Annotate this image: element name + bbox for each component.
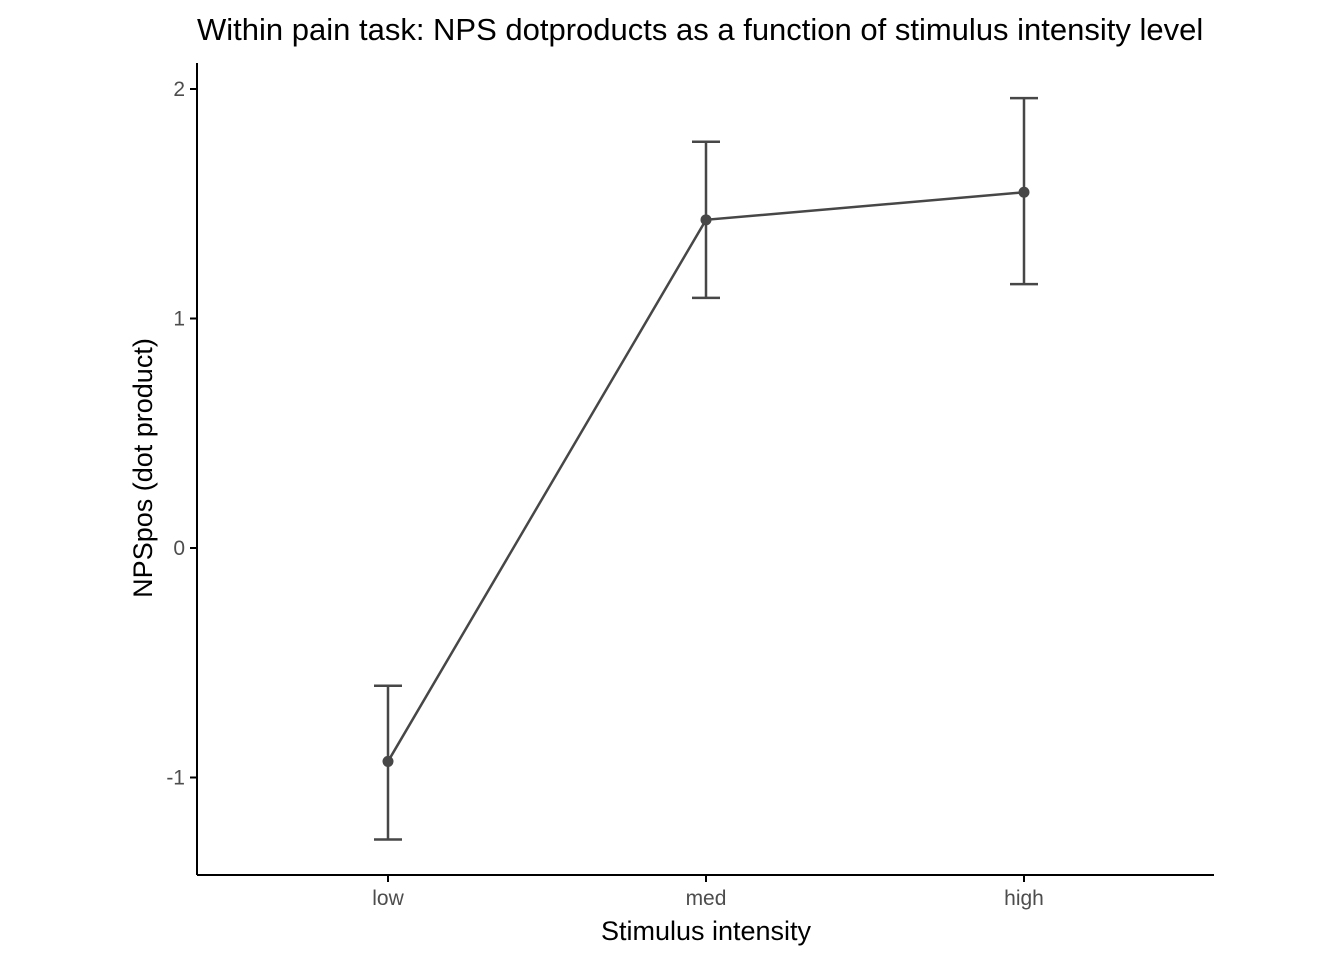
data-point — [700, 214, 712, 226]
data-point — [1018, 186, 1030, 198]
data-point — [382, 755, 394, 767]
y-axis-title: NPSpos (dot product) — [128, 338, 158, 598]
plot-marks — [374, 96, 1038, 841]
y-tick-label: -1 — [166, 767, 185, 790]
x-axis-title: Stimulus intensity — [601, 916, 812, 946]
x-tick-label: med — [686, 887, 727, 910]
y-tick-label: 0 — [173, 537, 185, 560]
y-tick-label: 2 — [173, 78, 185, 101]
x-axis: low med high — [197, 874, 1214, 910]
y-ticks: -1 0 1 2 — [166, 78, 197, 790]
x-tick-label: high — [1004, 887, 1044, 910]
y-tick-label: 1 — [173, 308, 185, 331]
y-axis: -1 0 1 2 — [166, 63, 198, 875]
x-ticks: low med high — [372, 875, 1044, 910]
chart-title: Within pain task: NPS dotproducts as a f… — [197, 12, 1203, 47]
x-tick-label: low — [372, 887, 404, 910]
